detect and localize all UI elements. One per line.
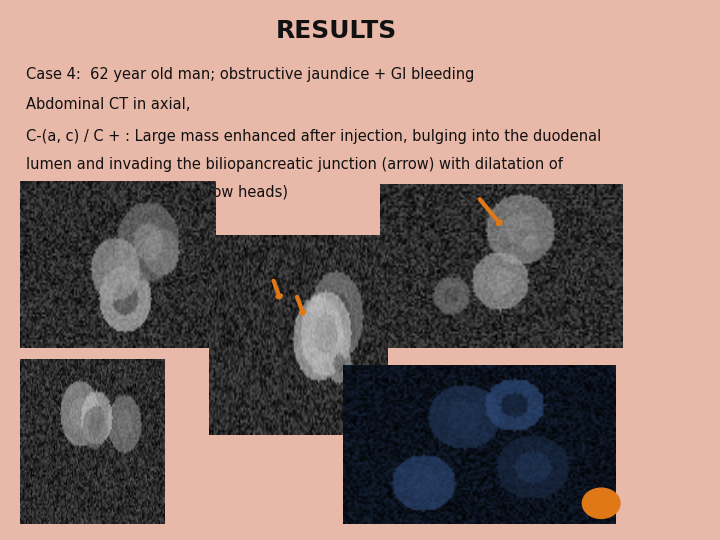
Text: RESULTS: RESULTS <box>276 19 397 43</box>
Text: Case 4:  62 year old man; obstructive jaundice + GI bleeding: Case 4: 62 year old man; obstructive jau… <box>26 68 474 83</box>
Circle shape <box>582 488 620 518</box>
Text: lumen and invading the biliopancreatic junction (arrow) with dilatation of: lumen and invading the biliopancreatic j… <box>26 157 562 172</box>
Text: upstream bicanalaire (arrow heads): upstream bicanalaire (arrow heads) <box>26 185 287 200</box>
Text: Abdominal CT in axial,: Abdominal CT in axial, <box>26 97 190 112</box>
Text: C-(a, c) / C + : Large mass enhanced after injection, bulging into the duodenal: C-(a, c) / C + : Large mass enhanced aft… <box>26 129 600 144</box>
